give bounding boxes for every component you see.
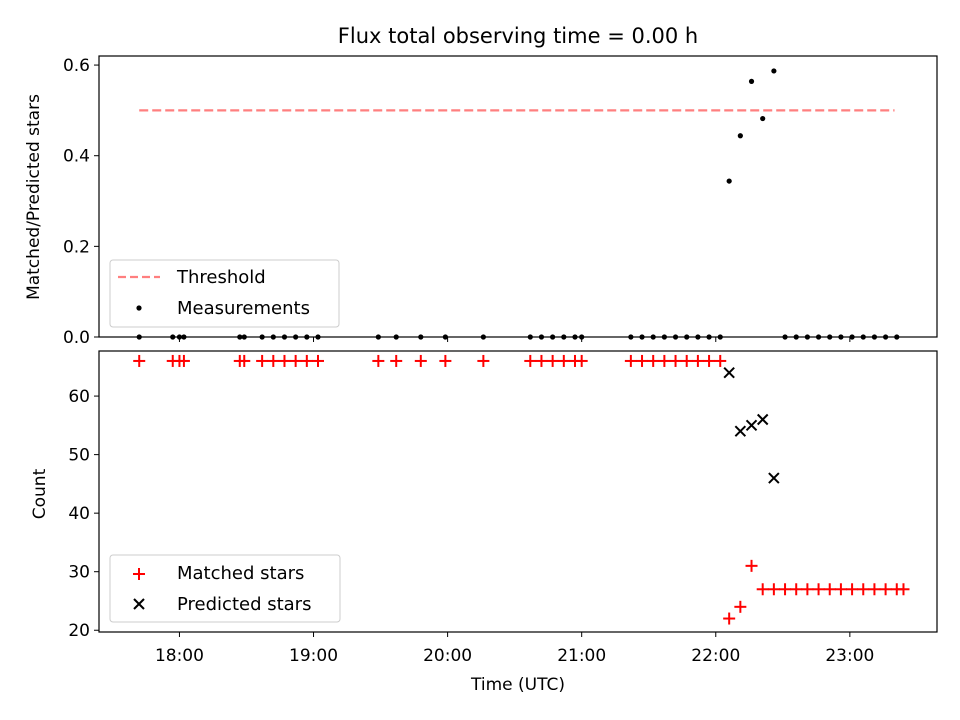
predicted-star-point — [745, 419, 758, 432]
top-y-tick-label: 0.0 — [63, 328, 90, 348]
matched-star-point — [868, 583, 881, 596]
matched-star-point — [834, 583, 847, 596]
matched-star-point — [414, 354, 427, 367]
legend-matched-label: Matched stars — [177, 563, 304, 584]
measurement-point — [726, 178, 732, 184]
x-tick-label: 20:00 — [423, 646, 472, 666]
matched-star-point — [680, 354, 693, 367]
x-tick-label: 21:00 — [557, 646, 606, 666]
matched-star-point — [524, 354, 537, 367]
top-panel: 0.0 0.2 0.4 0.6 Matched/Predicted stars Thr… — [24, 55, 938, 348]
matched-star-point — [372, 354, 385, 367]
matched-star-point — [857, 583, 870, 596]
matched-star-point — [256, 354, 269, 367]
matched-star-point — [300, 354, 313, 367]
top-legend-box — [109, 259, 340, 328]
measurement-point — [737, 133, 743, 139]
legend-matched-swatch — [133, 568, 145, 580]
legend-measurements-swatch — [136, 305, 142, 311]
matched-star-point — [767, 583, 780, 596]
matched-star-point — [238, 354, 251, 367]
x-tick-label: 22:00 — [691, 646, 740, 666]
matched-star-point — [390, 354, 403, 367]
top-y-axis-label: Matched/Predicted stars — [24, 94, 44, 300]
matched-star-point — [267, 354, 280, 367]
bottom-x-ticks: 18:00 19:00 20:00 21:00 22:00 23:00 — [155, 632, 874, 666]
chart-title: Flux total observing time = 0.00 h — [338, 24, 698, 48]
top-y-tick-label: 0.2 — [63, 237, 90, 257]
bottom-axes-frame — [98, 350, 938, 633]
matched-star-point — [658, 354, 671, 367]
measurement-point — [771, 68, 777, 74]
matched-star-point — [624, 354, 637, 367]
matched-star-point — [439, 354, 452, 367]
top-y-ticks: 0.0 0.2 0.4 0.6 — [63, 56, 851, 348]
bottom-legend-box — [109, 554, 341, 623]
legend-predicted-label: Predicted stars — [177, 594, 311, 615]
matched-star-point — [691, 354, 704, 367]
matched-star-point — [703, 354, 716, 367]
predicted-star-point — [723, 366, 735, 379]
matched-star-point — [823, 583, 836, 596]
bottom-y-ticks: 20 30 40 50 60 — [68, 387, 99, 641]
x-tick-label: 18:00 — [155, 646, 204, 666]
matched-star-point — [133, 354, 146, 367]
predicted-star-point — [734, 425, 747, 437]
bottom-y-axis-label: Count — [30, 468, 50, 519]
matched-star-point — [714, 354, 727, 367]
predicted-star-point — [756, 413, 769, 426]
top-y-tick-label: 0.6 — [63, 56, 90, 76]
bottom-y-tick-label: 30 — [68, 563, 90, 583]
matched-star-point — [311, 354, 324, 367]
matched-star-point — [897, 583, 910, 596]
matched-star-point — [575, 354, 588, 367]
matched-star-point — [779, 583, 792, 596]
legend-threshold-label: Threshold — [176, 267, 266, 288]
matched-star-point — [723, 612, 736, 625]
legend-measurements-label: Measurements — [177, 298, 310, 319]
matched-star-point — [647, 354, 660, 367]
bottom-y-tick-label: 60 — [68, 387, 90, 407]
bottom-y-tick-label: 50 — [68, 446, 90, 466]
matched-star-point — [846, 583, 859, 596]
x-tick-label: 23:00 — [825, 646, 874, 666]
matched-star-point — [636, 354, 649, 367]
x-tick-label: 19:00 — [289, 646, 338, 666]
matched-star-point — [879, 583, 892, 596]
x-axis-label: Time (UTC) — [470, 675, 565, 695]
matched-star-point — [756, 583, 769, 596]
legend-predicted-swatch — [133, 598, 145, 610]
bottom-y-tick-label: 40 — [68, 504, 90, 524]
measurement-point — [748, 78, 755, 84]
matched-star-point — [812, 583, 825, 596]
matched-star-point — [669, 354, 682, 367]
matched-star-point — [535, 354, 548, 367]
matched-star-point — [790, 583, 803, 596]
matched-star-point — [546, 354, 559, 367]
matched-star-point — [177, 354, 190, 367]
top-axes-frame — [98, 55, 938, 338]
matched-star-point — [557, 354, 570, 367]
top-y-tick-label: 0.4 — [63, 147, 90, 167]
matched-star-point — [801, 583, 814, 596]
measurement-point — [760, 115, 766, 122]
predicted-star-point — [768, 472, 780, 484]
matched-star-point — [289, 354, 302, 367]
bottom-y-tick-label: 20 — [68, 621, 90, 641]
bottom-panel: 20 30 40 50 60 18:00 19:00 20:00 21:00 22:00 23:0… — [30, 350, 938, 695]
bottom-plot-area — [133, 354, 910, 625]
matched-star-point — [734, 600, 747, 613]
matched-star-point — [477, 354, 490, 367]
top-legend: Threshold Measurements — [109, 259, 340, 328]
matched-star-point — [278, 354, 291, 367]
bottom-legend: Matched stars Predicted stars — [109, 554, 341, 623]
matched-star-point — [745, 559, 758, 572]
